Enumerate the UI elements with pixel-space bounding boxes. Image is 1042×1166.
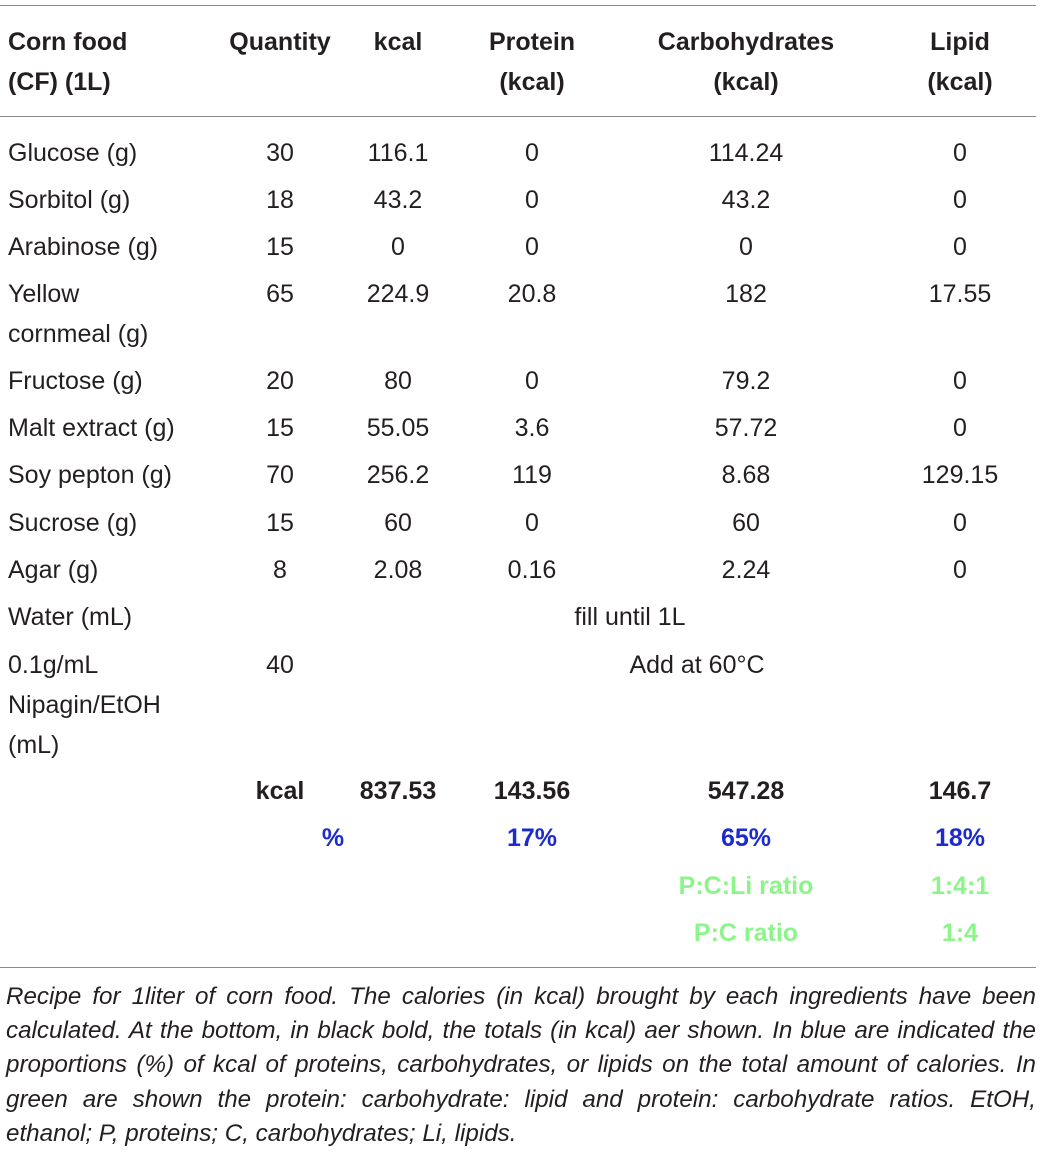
row-carbohydrates-cell: 79.2 (721, 367, 771, 395)
header-food-line2: (CF) (1L) (8, 68, 111, 96)
top-rule (0, 5, 1036, 6)
row-lipid-cell: 0 (953, 186, 967, 214)
percent-label: % (321, 824, 345, 852)
row-quantity-cell: 20 (266, 367, 294, 395)
row-kcal-cell: 43.2 (373, 186, 423, 214)
nipagin-row-name: Nipagin/EtOH (8, 691, 161, 719)
row-carbohydrates-cell: 2.24 (721, 556, 771, 584)
row-name: Agar (g) (8, 556, 99, 584)
row-name: Glucose (g) (8, 139, 138, 167)
row-name: Malt extract (g) (8, 414, 175, 442)
percent-carbohydrates: 65% (720, 824, 772, 852)
totals-label: kcal (255, 777, 305, 805)
row-quantity-cell: 30 (266, 139, 294, 167)
ratio-value: 1:4 (941, 919, 979, 947)
header-carbohydrates-line2: (kcal) (713, 68, 779, 96)
header-quantity: Quantity (229, 28, 331, 56)
header-lipid-line2: (kcal) (927, 68, 993, 96)
ratio-label: P:C:Li ratio (678, 872, 814, 900)
bottom-rule (0, 967, 1036, 968)
row-quantity-cell: 15 (266, 509, 294, 537)
totals-protein: 143.56 (493, 777, 571, 805)
row-protein-cell: 0 (525, 139, 539, 167)
header-protein: Protein (488, 28, 576, 56)
row-protein-cell: 0 (525, 233, 539, 261)
header-food: Corn food (8, 28, 128, 56)
row-carbohydrates-cell: 182 (725, 280, 767, 308)
row-lipid-cell: 0 (953, 139, 967, 167)
row-protein-cell: 0.16 (507, 556, 557, 584)
row-name: Sucrose (g) (8, 509, 138, 537)
header-carbohydrates: Carbohydrates (657, 28, 835, 56)
row-lipid-cell: 0 (953, 509, 967, 537)
row-kcal-cell: 80 (384, 367, 412, 395)
row-quantity-cell: 15 (266, 233, 294, 261)
nipagin-row-quantity: 40 (266, 651, 294, 679)
row-protein-cell: 119 (512, 461, 552, 489)
row-protein-cell: 3.6 (514, 414, 550, 442)
header-rule (0, 116, 1036, 117)
water-row-note: fill until 1L (574, 603, 686, 631)
ratio-value: 1:4:1 (930, 872, 990, 900)
row-kcal-cell: 116.1 (367, 139, 429, 167)
row-kcal-cell: 2.08 (373, 556, 423, 584)
totals-kcal: 837.53 (359, 777, 437, 805)
row-lipid-cell: 17.55 (928, 280, 992, 308)
header-kcal: kcal (373, 28, 423, 56)
row-name: Arabinose (g) (8, 233, 159, 261)
nipagin-row-note: Add at 60°C (629, 651, 765, 679)
row-protein-cell: 0 (525, 367, 539, 395)
row-carbohydrates-cell: 8.68 (721, 461, 771, 489)
row-name: cornmeal (g) (8, 320, 149, 348)
totals-carbohydrates: 547.28 (707, 777, 785, 805)
row-protein-cell: 0 (525, 186, 539, 214)
percent-lipid: 18% (934, 824, 986, 852)
row-quantity-cell: 65 (266, 280, 294, 308)
row-carbohydrates-cell: 60 (732, 509, 760, 537)
row-quantity-cell: 15 (266, 414, 294, 442)
nipagin-row-name: 0.1g/mL (8, 651, 99, 679)
header-lipid: Lipid (930, 28, 990, 56)
row-quantity-cell: 70 (266, 461, 294, 489)
row-name: Yellow (8, 280, 80, 308)
row-carbohydrates-cell: 57.72 (714, 414, 778, 442)
row-name: Sorbitol (g) (8, 186, 131, 214)
row-name: Soy pepton (g) (8, 461, 172, 489)
row-quantity-cell: 18 (266, 186, 294, 214)
nipagin-row-name: (mL) (8, 731, 60, 759)
row-lipid-cell: 129.15 (921, 461, 999, 489)
header-protein-line2: (kcal) (499, 68, 565, 96)
row-protein-cell: 0 (525, 509, 539, 537)
row-carbohydrates-cell: 43.2 (721, 186, 771, 214)
row-protein-cell: 20.8 (507, 280, 557, 308)
row-kcal-cell: 256.2 (366, 461, 430, 489)
row-name: Fructose (g) (8, 367, 143, 395)
row-lipid-cell: 0 (953, 414, 967, 442)
row-kcal-cell: 60 (384, 509, 412, 537)
row-lipid-cell: 0 (953, 367, 967, 395)
row-carbohydrates-cell: 114.24 (708, 139, 784, 167)
row-lipid-cell: 0 (953, 556, 967, 584)
water-row-name: Water (mL) (8, 603, 133, 631)
percent-protein: 17% (506, 824, 558, 852)
totals-lipid: 146.7 (928, 777, 992, 805)
row-lipid-cell: 0 (953, 233, 967, 261)
row-kcal-cell: 55.05 (366, 414, 430, 442)
ratio-label: P:C ratio (693, 919, 799, 947)
row-quantity-cell: 8 (273, 556, 287, 584)
row-kcal-cell: 0 (391, 233, 405, 261)
row-carbohydrates-cell: 0 (739, 233, 753, 261)
row-kcal-cell: 224.9 (366, 280, 430, 308)
table-caption: Recipe for 1liter of corn food. The calo… (6, 983, 1036, 1147)
